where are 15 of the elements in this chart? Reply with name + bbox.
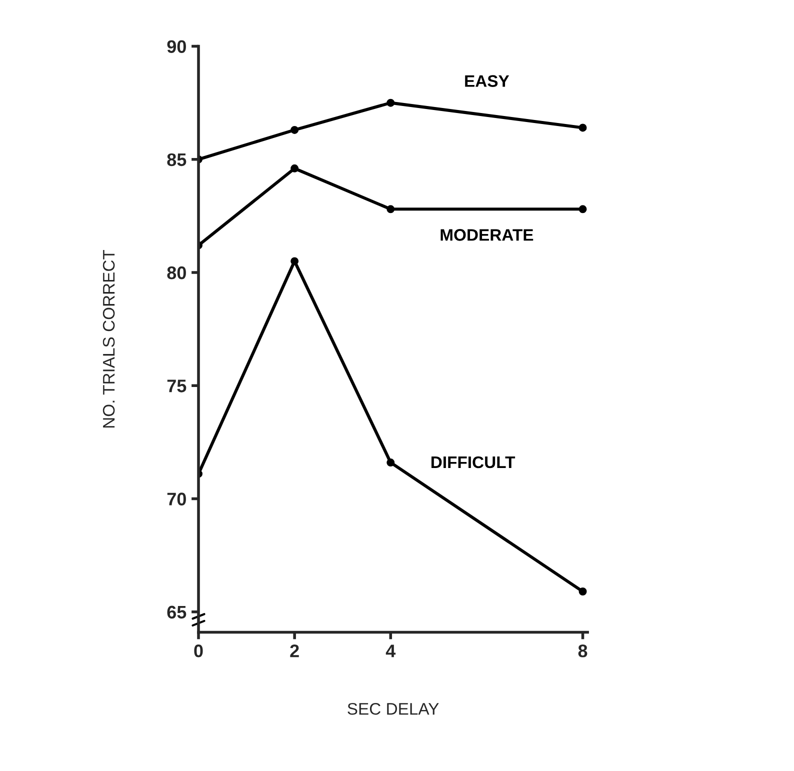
- series-label: MODERATE: [440, 229, 534, 241]
- x-axis-title: SEC DELAY: [348, 702, 439, 715]
- x-tick-label: 4: [386, 644, 396, 658]
- series-label: DIFFICULT: [431, 456, 516, 468]
- y-axis-title: NO. TRIALS CORRECT: [102, 250, 115, 428]
- series-label: EASY: [465, 75, 510, 87]
- y-tick-label: 65: [167, 606, 186, 619]
- x-tick-label: 2: [290, 644, 299, 658]
- y-tick-label: 85: [167, 153, 186, 166]
- y-tick-label: 90: [167, 40, 186, 53]
- x-tick-label: 0: [194, 644, 203, 658]
- x-tick-label: 8: [578, 644, 588, 658]
- y-tick-label: 70: [167, 492, 186, 506]
- y-tick-label: 80: [167, 266, 186, 280]
- y-tick-label: 75: [167, 380, 186, 392]
